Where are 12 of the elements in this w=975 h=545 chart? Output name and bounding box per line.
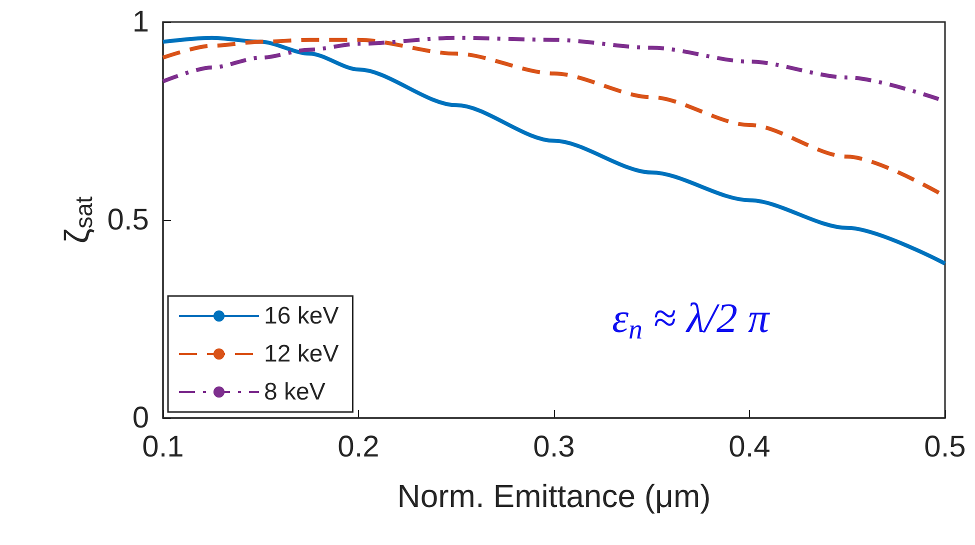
legend-label: 8 keV <box>264 378 326 406</box>
y-tick-label: 1 <box>132 6 149 38</box>
legend-label: 12 keV <box>264 340 339 368</box>
y-tick-label: 0.5 <box>107 204 149 236</box>
x-tick-label: 0.2 <box>338 430 380 464</box>
line-series <box>161 36 947 266</box>
y-axis-title: ζsat <box>58 196 98 244</box>
legend-label: 16 keV <box>264 302 339 330</box>
x-tick-label: 0.3 <box>533 430 575 464</box>
x-tick-label: 0.5 <box>924 430 966 464</box>
x-tick-label: 0.4 <box>728 430 770 464</box>
x-axis-title: Norm. Emittance (μm) <box>397 478 711 514</box>
